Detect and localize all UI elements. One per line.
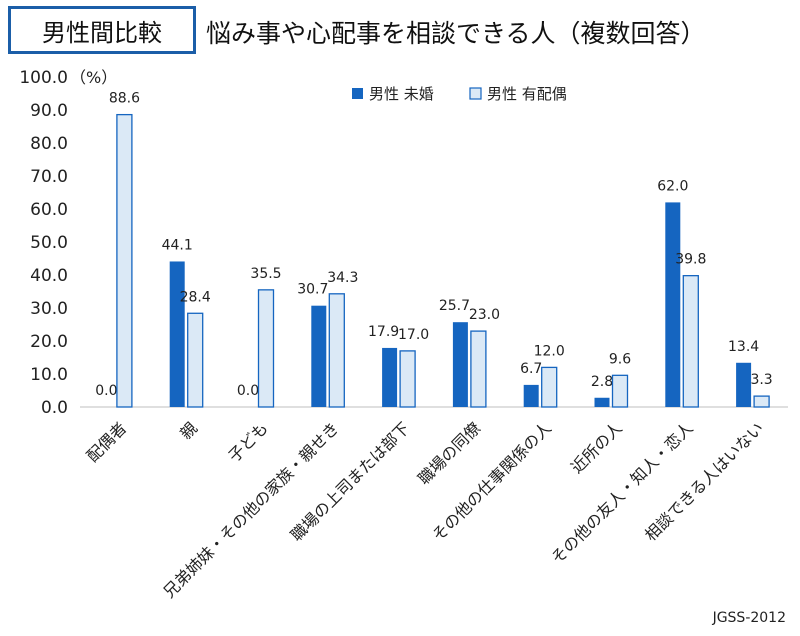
y-tick-label: 100.0: [19, 68, 68, 88]
data-label: 17.0: [398, 327, 429, 343]
data-label: 34.3: [327, 270, 358, 286]
category-label: 近所の人: [567, 418, 626, 477]
y-tick-label: 30.0: [30, 299, 68, 319]
category-label: 職場の上司または部下: [287, 418, 414, 545]
bar-unmarried: [382, 347, 398, 407]
source-note: JGSS-2012: [712, 610, 786, 626]
comparison-tag-label: 男性間比較: [42, 18, 162, 47]
bar-unmarried: [594, 397, 610, 407]
chart-title: 悩み事や心配事を相談できる人（複数回答）: [206, 19, 706, 48]
bar-unmarried: [311, 305, 327, 407]
bar-married: [541, 366, 558, 408]
data-label: 6.7: [520, 361, 542, 377]
data-label: 0.0: [237, 383, 259, 399]
y-tick-label: 50.0: [30, 233, 68, 253]
data-label: 13.4: [728, 339, 759, 355]
data-label: 0.0: [95, 383, 117, 399]
category-label: 子ども: [224, 418, 271, 465]
category-label: 親: [176, 418, 201, 443]
bar-unmarried: [665, 202, 681, 407]
y-tick-label: 90.0: [30, 101, 68, 121]
y-tick-label: 40.0: [30, 266, 68, 286]
category-label: 相談できる人はいない: [641, 418, 767, 544]
bar-unmarried: [736, 362, 752, 407]
data-label: 12.0: [534, 343, 565, 359]
bar-married: [611, 374, 629, 408]
y-tick-label: 80.0: [30, 134, 68, 154]
legend-swatch: [352, 88, 363, 99]
bar-married: [682, 275, 699, 408]
category-label: 配偶者: [83, 418, 130, 465]
data-label: 35.5: [250, 266, 281, 282]
data-label: 2.8: [591, 374, 613, 390]
data-label: 17.9: [368, 324, 399, 340]
data-label: 44.1: [162, 237, 193, 253]
legend-label: 男性 未婚: [369, 85, 434, 103]
y-tick-label: 70.0: [30, 167, 68, 187]
y-tick-label: 0.0: [41, 398, 68, 418]
bar-unmarried: [169, 261, 185, 407]
y-unit-label: （%）: [70, 68, 117, 87]
comparison-tag: 男性間比較: [8, 6, 196, 54]
bar-married: [470, 330, 487, 408]
data-label: 3.3: [750, 372, 772, 388]
data-label: 88.6: [109, 91, 140, 107]
bar-unmarried: [523, 384, 539, 407]
data-label: 25.7: [439, 298, 470, 314]
y-tick-label: 10.0: [30, 365, 68, 385]
category-label: その他の仕事関係の人: [428, 418, 555, 545]
bar-married: [116, 113, 133, 408]
category-label: 職場の同僚: [414, 418, 484, 488]
data-label: 9.6: [609, 351, 631, 367]
bar-unmarried: [452, 322, 468, 407]
bar-married: [753, 395, 770, 408]
legend-label: 男性 有配偶: [487, 85, 567, 103]
category-label: その他の友人・知人・恋人: [547, 418, 696, 567]
data-label: 23.0: [469, 307, 500, 323]
data-label: 62.0: [657, 178, 688, 194]
data-label: 28.4: [180, 289, 211, 305]
bar-married: [257, 289, 275, 408]
y-tick-label: 60.0: [30, 200, 68, 220]
bar-married: [187, 312, 204, 408]
bar-married: [399, 350, 416, 408]
legend-swatch: [469, 87, 482, 100]
data-label: 30.7: [297, 282, 328, 298]
y-tick-label: 20.0: [30, 332, 68, 352]
bar-married: [328, 293, 345, 408]
data-label: 39.8: [675, 252, 706, 268]
